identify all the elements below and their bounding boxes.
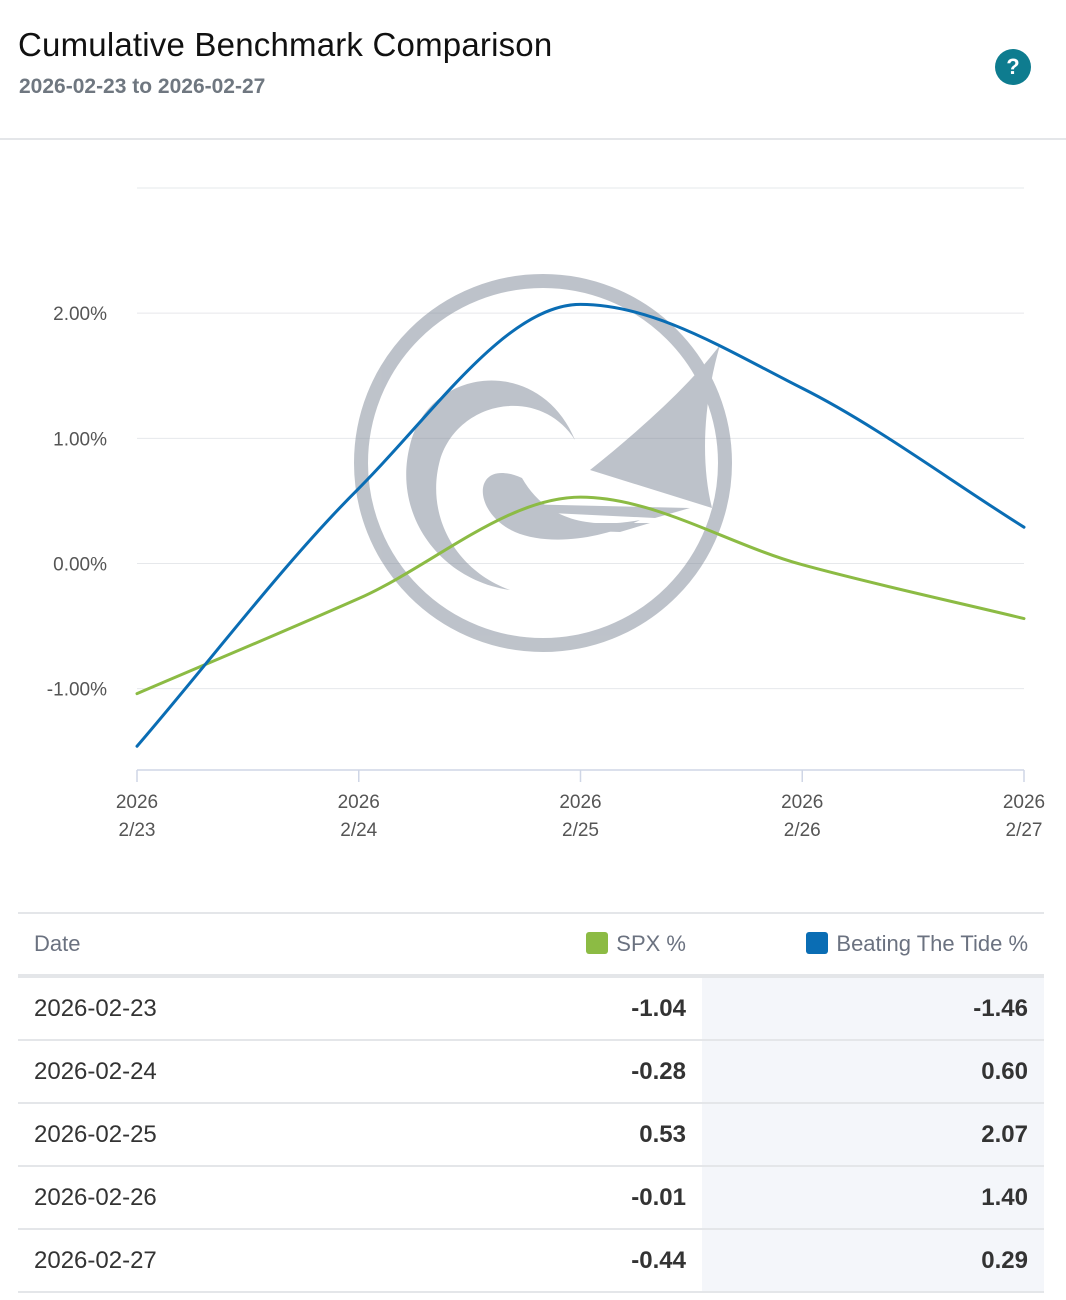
beating-the-tide-series-line (135, 302, 1026, 748)
btt-legend-swatch (806, 932, 829, 954)
y-tick-label: 1.00% (53, 429, 107, 450)
table-row: 2026-02-27 -0.44 0.29 (18, 1229, 1044, 1293)
spx-legend-swatch (586, 932, 609, 954)
x-tick-label-year: 2026 (559, 792, 601, 813)
card-header: Cumulative Benchmark Comparison 2026-02-… (0, 0, 1066, 140)
line-chart: -1.00% 0.00% 1.00% 2.00% 2026 2/23 2026 2/24 202… (47, 187, 1045, 841)
row-btt-value: -1.46 (702, 976, 1044, 1041)
x-tick-label-year: 2026 (1003, 792, 1045, 813)
x-tick-label-year: 2026 (116, 792, 158, 813)
row-date: 2026-02-26 (18, 1166, 378, 1230)
chart-area: -1.00% 0.00% 1.00% 2.00% 2026 2/23 2026 2/24 202… (0, 140, 1066, 860)
table-header-row: Date SPX % Beating The Tide % (18, 912, 1044, 978)
row-spx-value: -1.04 (378, 976, 702, 1041)
table-row: 2026-02-23 -1.04 -1.46 (18, 976, 1044, 1041)
row-spx-value: -0.28 (378, 1040, 702, 1104)
row-spx-value: -0.44 (378, 1229, 702, 1293)
x-tick-label-date: 2/26 (784, 820, 821, 841)
x-tick-label-year: 2026 (781, 792, 823, 813)
page-title: Cumulative Benchmark Comparison (18, 26, 553, 63)
x-tick-label-date: 2/23 (119, 820, 156, 841)
x-tick-label-date: 2/24 (340, 820, 377, 841)
y-tick-label: 2.00% (53, 304, 107, 325)
row-date: 2026-02-25 (18, 1103, 378, 1167)
spx-series-line (135, 495, 1026, 696)
y-tick-label: -1.00% (47, 680, 107, 701)
row-spx-value: 0.53 (378, 1103, 702, 1167)
table-row: 2026-02-24 -0.28 0.60 (18, 1040, 1044, 1104)
row-date: 2026-02-24 (18, 1040, 378, 1104)
row-btt-value: 2.07 (702, 1103, 1044, 1167)
spx-column-header[interactable]: SPX % (378, 912, 702, 978)
comparison-table: Date SPX % Beating The Tide % 2026-02-23… (18, 912, 1044, 1293)
question-mark-icon: ? (1006, 54, 1020, 79)
table-row: 2026-02-25 0.53 2.07 (18, 1103, 1044, 1167)
date-range: 2026-02-23 to 2026-02-27 (19, 75, 266, 98)
watermark-logo-icon (354, 274, 732, 652)
row-date: 2026-02-23 (18, 976, 378, 1041)
x-tick-label-date: 2/25 (562, 820, 599, 841)
row-spx-value: -0.01 (378, 1166, 702, 1230)
row-btt-value: 0.60 (702, 1040, 1044, 1104)
x-tick-label-year: 2026 (338, 792, 380, 813)
row-btt-value: 0.29 (702, 1229, 1044, 1293)
btt-column-label: Beating The Tide % (836, 931, 1028, 956)
btt-column-header[interactable]: Beating The Tide % (702, 912, 1044, 978)
y-tick-label: 0.00% (53, 554, 107, 575)
help-button[interactable]: ? (995, 49, 1031, 85)
row-date: 2026-02-27 (18, 1229, 378, 1293)
row-btt-value: 1.40 (702, 1166, 1044, 1230)
spx-column-label: SPX % (616, 931, 686, 956)
x-tick-label-date: 2/27 (1006, 820, 1043, 841)
table-row: 2026-02-26 -0.01 1.40 (18, 1166, 1044, 1230)
date-column-header: Date (18, 912, 378, 978)
